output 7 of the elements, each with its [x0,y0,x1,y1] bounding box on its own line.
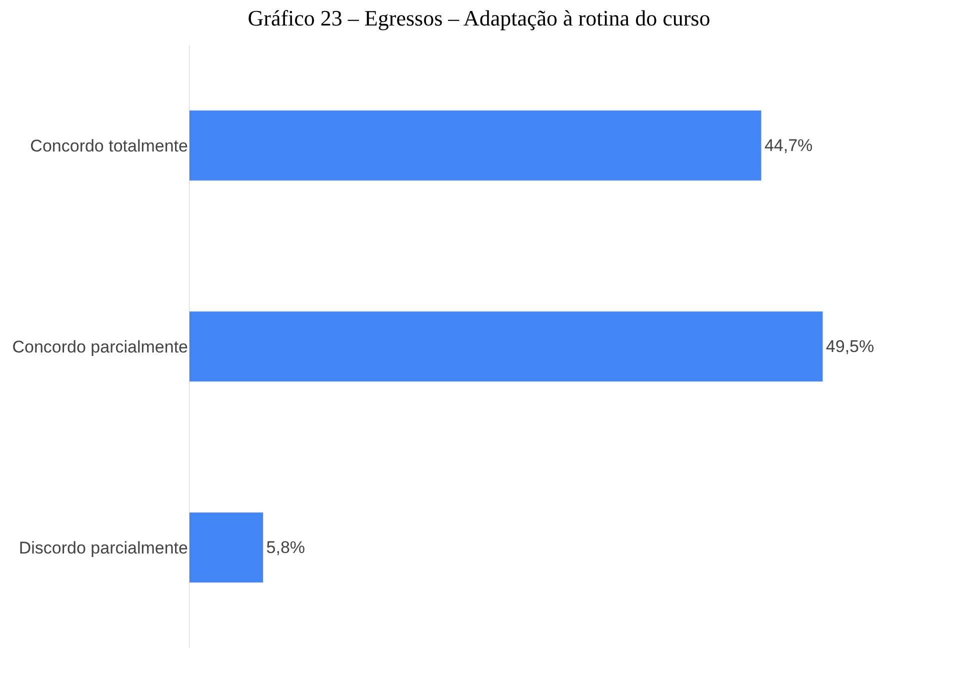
data-label: 5,8% [266,538,306,557]
data-label: 44,7% [764,136,813,156]
y-tick-label: Discordo parcialmente [18,538,188,558]
data-label: 49,5% [826,337,874,356]
y-tick-label: Concordo parcialmente [12,337,188,356]
chart-title: Gráfico 23 – Egressos – Adaptação à rotina do curso [248,5,710,30]
y-tick-label: Concordo totalmente [30,136,188,156]
